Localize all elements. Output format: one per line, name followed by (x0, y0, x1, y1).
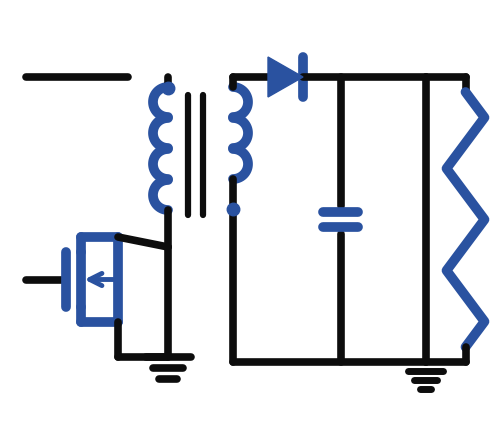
Polygon shape (268, 57, 303, 97)
